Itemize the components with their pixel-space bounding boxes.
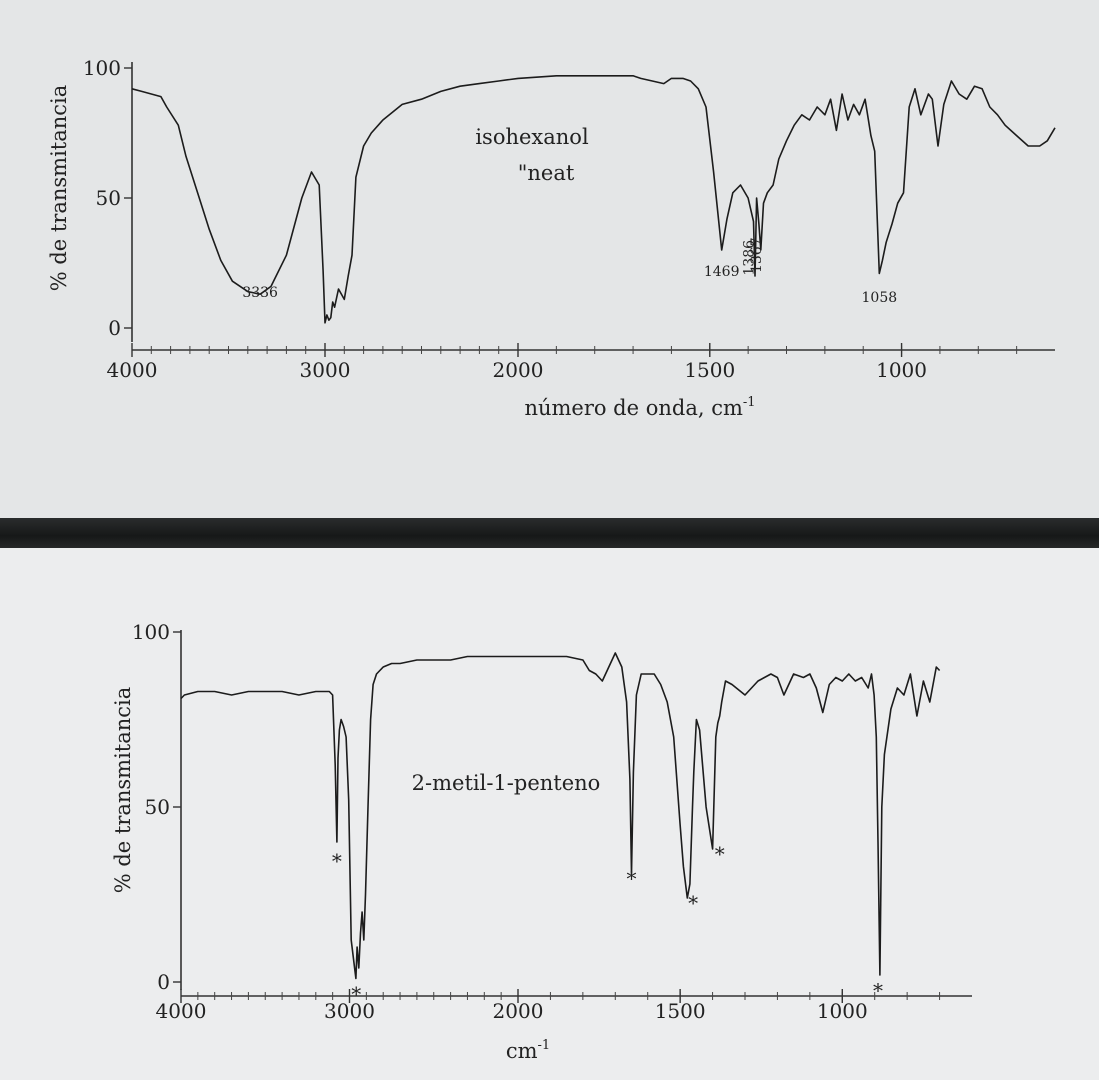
top-panel	[0, 0, 1099, 518]
chart-1-peak-label: 1386	[742, 240, 758, 276]
chart-2-x-axis-label-text: cm	[506, 1039, 538, 1063]
chart-1-peak-label: 1469	[704, 264, 740, 280]
chart-1-spectrum-line	[131, 75, 1056, 324]
chart-1-x-tick-label: 3000	[300, 358, 351, 382]
chart-1-x-tick-label: 4000	[107, 358, 158, 382]
chart-2-x-axis-label-sup: -1	[538, 1038, 551, 1053]
chart-1-peak-label: 1367	[749, 237, 765, 273]
chart-2-x-tick-label: 3000	[324, 999, 375, 1023]
chart-2-peak-marker: *	[627, 867, 637, 891]
chart-2-x-tick-label: 1500	[655, 999, 706, 1023]
chart-1-x-axis-label-text: número de onda, cm	[524, 396, 743, 420]
chart-1-peak-label: 3336	[242, 285, 278, 301]
bottom-panel	[0, 548, 1099, 1080]
chart-2-y-axis-label: % de transmitancia	[111, 687, 135, 894]
chart-2-title: 2-metil-1-penteno	[412, 771, 601, 795]
chart-1-peak-label: 1058	[862, 290, 898, 306]
chart-2-peak-marker: *	[715, 842, 725, 866]
divider-bar	[0, 518, 1099, 548]
chart-2-peak-marker: *	[873, 979, 883, 1003]
chart-2-x-tick-label: 1000	[817, 999, 868, 1023]
chart-1-x-tick-label: 2000	[493, 358, 544, 382]
chart-2-x-tick-label: 2000	[493, 999, 544, 1023]
chart-1-y-axis-label: % de transmitancia	[47, 85, 71, 292]
chart-2-spectrum-line	[180, 652, 941, 980]
chart-1-x-axis-label: número de onda, cm-1	[524, 395, 755, 420]
chart-1-x-tick-label: 1500	[684, 358, 735, 382]
chart-2-x-axis-label: cm-1	[506, 1038, 550, 1063]
chart-2-peak-marker: *	[332, 849, 342, 873]
chart-1-title: isohexanol	[475, 125, 589, 149]
chart-2-y-tick-label: 50	[145, 795, 170, 819]
chart-2-y-tick-label: 100	[132, 620, 170, 644]
chart-1-y-tick-label: 100	[83, 56, 121, 80]
chart-2-y-tick-label: 0	[157, 970, 170, 994]
chart-1-x-axis-label-sup: -1	[743, 395, 756, 410]
chart-1-x-tick-label: 1000	[876, 358, 927, 382]
chart-1-subtitle: "neat	[518, 161, 575, 185]
chart-2-x-tick-label: 4000	[156, 999, 207, 1023]
chart-2-peak-marker: *	[351, 982, 361, 1006]
chart-1-y-tick-label: 0	[108, 316, 121, 340]
chart-2-peak-marker: *	[688, 891, 698, 915]
chart-1-y-tick-label: 50	[96, 186, 121, 210]
